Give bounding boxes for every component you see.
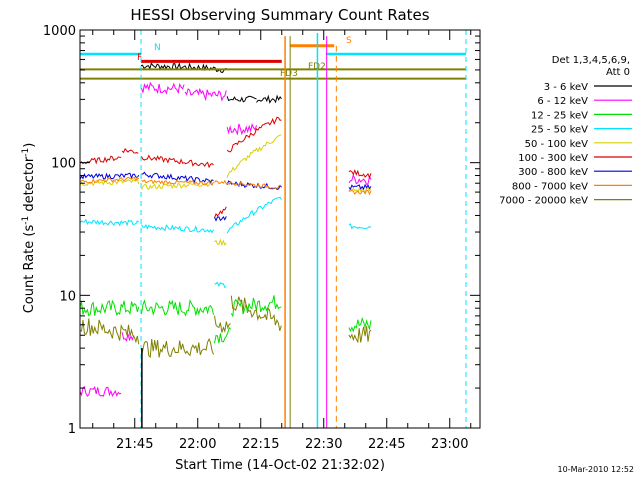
series-25-50-kev-segment-3 <box>226 196 282 234</box>
series-50-100-kev-segment-0 <box>79 178 140 187</box>
series-6-12-kev-segment-4 <box>226 122 257 136</box>
footer-date: 10-Mar-2010 12:52 <box>557 465 635 474</box>
flag-label-fd2: FD2 <box>308 62 326 72</box>
series-50-100-kev-segment-4 <box>348 187 372 194</box>
x-tick-label: 23:00 <box>431 437 468 452</box>
series-300-800-kev-segment-0 <box>79 172 140 180</box>
series-50-100-kev-segment-3 <box>226 134 282 178</box>
flag-label-n: N <box>154 43 161 53</box>
flag-label-f: F <box>137 53 142 63</box>
legend-title-detectors: Det 1,3,4,5,6,9, <box>552 55 630 66</box>
series-25-50-kev-segment-4 <box>348 223 372 230</box>
legend-label-7000-20000-kev: 7000 - 20000 keV <box>499 196 588 207</box>
series-800-7000-kev-segment-1 <box>141 179 214 187</box>
series-50-100-kev-segment-1 <box>141 179 214 191</box>
series-6-12-kev-segment-5 <box>348 173 372 185</box>
series-12-25-kev-segment-1 <box>141 299 214 317</box>
x-tick-label: 22:30 <box>305 437 342 452</box>
legend-label-12-25-kev: 12 - 25 keV <box>531 110 588 121</box>
x-tick-label: 22:15 <box>242 437 279 452</box>
x-tick-label: 22:00 <box>179 437 216 452</box>
plot-frame <box>79 29 481 429</box>
series-50-100-kev-segment-2 <box>214 238 227 247</box>
x-tick-label: 22:45 <box>368 437 405 452</box>
legend-label-3-6-kev: 3 - 6 keV <box>544 82 588 93</box>
legend-label-25-50-kev: 25 - 50 keV <box>531 125 588 136</box>
series-800-7000-kev-segment-2 <box>214 179 281 189</box>
series-100-300-kev-segment-1 <box>121 147 139 154</box>
y-tick-label: 1 <box>68 422 76 437</box>
series-25-50-kev-segment-2 <box>214 281 227 289</box>
legend-title-attenuator: Att 0 <box>606 67 630 78</box>
series-3-6-kev-segment-3 <box>256 94 282 104</box>
series-3-6-kev-segment-1 <box>201 63 228 74</box>
series-7000-20000-kev-segment-0 <box>79 318 140 345</box>
series-6-12-kev-segment-0 <box>79 385 122 398</box>
plot-area: N F FD2 FD3 S 1 10 100 1000 21:45 22:00 22:15 22:30 2… <box>43 24 481 452</box>
series-800-7000-kev-segment-0 <box>79 176 140 184</box>
series-100-300-kev-segment-4 <box>226 116 282 153</box>
series-300-800-kev-segment-3 <box>226 180 282 190</box>
legend-label-50-100-kev: 50 - 100 keV <box>525 139 589 150</box>
series-3-6-kev-segment-2 <box>226 95 257 103</box>
y-tick-label: 100 <box>51 157 76 172</box>
series-100-300-kev-segment-2 <box>141 154 214 169</box>
legend: 3 - 6 keV 6 - 12 keV 12 - 25 keV 25 - 50 ke… <box>499 82 632 207</box>
series-800-7000-kev-segment-3 <box>348 189 372 196</box>
y-axis-label: Count Rate (s-1 detector-1) <box>21 143 37 314</box>
legend-label-6-12-kev: 6 - 12 keV <box>537 96 588 107</box>
series-100-300-kev-segment-3 <box>214 206 227 219</box>
flag-label-fd3: FD3 <box>280 69 298 79</box>
legend-label-300-800-kev: 300 - 800 keV <box>518 167 588 178</box>
series-100-300-kev-segment-5 <box>348 168 372 180</box>
legend-label-100-300-kev: 100 - 300 keV <box>518 153 588 164</box>
series-7000-20000-kev-segment-3 <box>230 295 282 331</box>
series-25-50-kev-segment-1 <box>141 224 214 234</box>
chart-title: HESSI Observing Summary Count Rates <box>130 6 429 24</box>
series-7000-20000-kev-segment-1 <box>141 337 214 359</box>
series-7000-20000-kev-segment-4 <box>348 326 372 344</box>
series-12-25-kev-segment-2 <box>214 326 232 344</box>
x-axis-label: Start Time (14-Oct-02 21:32:02) <box>175 458 385 473</box>
series-6-12-kev-segment-3 <box>184 87 227 102</box>
series-300-800-kev-segment-2 <box>214 215 227 222</box>
flag-label-s: S <box>346 36 352 46</box>
series-12-25-kev-segment-0 <box>79 299 140 317</box>
legend-label-800-7000-kev: 800 - 7000 keV <box>512 181 588 192</box>
y-tick-label: 10 <box>59 289 76 304</box>
series-25-50-kev-segment-0 <box>79 218 140 227</box>
series-6-12-kev-segment-2 <box>141 81 185 95</box>
series-7000-20000-kev-segment-2 <box>214 315 231 334</box>
series-6-12-kev-segment-1 <box>121 332 135 342</box>
series-300-800-kev-segment-4 <box>348 183 372 191</box>
x-tick-label: 21:45 <box>116 437 153 452</box>
series-12-25-kev-segment-4 <box>348 316 372 333</box>
y-tick-label: 1000 <box>43 24 76 39</box>
